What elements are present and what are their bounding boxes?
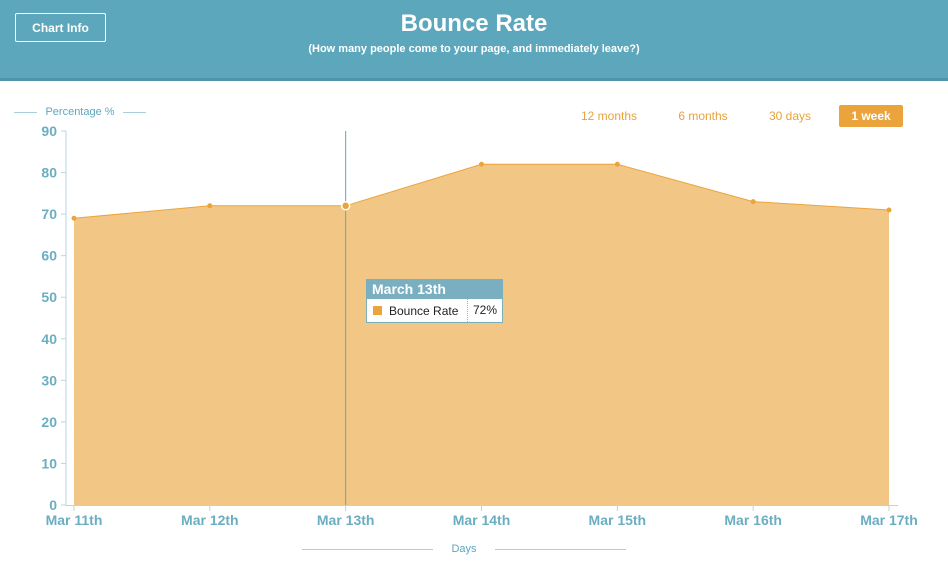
tooltip-value: 72% [466,299,502,322]
x-title-rule-right [494,548,626,550]
range-1-week-button[interactable]: 1 week [839,105,903,127]
data-point [207,203,213,209]
y-tick-label: 50 [41,289,57,305]
chart-header: Chart Info Bounce Rate (How many people … [0,0,948,81]
x-tick-label: Mar 17th [860,512,918,528]
y-tick-label: 90 [41,123,57,139]
data-point [71,215,77,221]
y-tick-label: 10 [41,455,57,471]
x-tick-label: Mar 11th [46,512,103,528]
y-axis-title: Percentage % [14,104,147,120]
x-tick-label: Mar 12th [181,512,239,528]
data-point [886,207,892,213]
y-tick-label: 30 [41,372,57,388]
y-tick-label: 40 [41,331,57,347]
y-title-rule-right [122,111,147,113]
y-tick-label: 0 [49,497,57,513]
range-6-months-button[interactable]: 6 months [678,109,728,123]
tooltip-series-swatch [373,306,382,315]
y-axis-title-text: Percentage % [45,106,115,118]
x-tick-label: Mar 14th [453,512,511,528]
range-30-days-button[interactable]: 30 days [768,109,812,123]
tooltip-row: Bounce Rate 72% [367,299,502,322]
data-point [479,161,484,167]
data-point-highlighted [340,201,351,211]
data-point [750,199,756,205]
y-tick-label: 20 [41,414,57,430]
range-12-months-button[interactable]: 12 months [580,109,638,123]
chart-title: Bounce Rate [400,10,548,37]
chart-subtitle: (How many people come to your page, and … [308,43,640,55]
x-title-rule-left [302,548,434,550]
x-axis-title-text: Days [451,543,477,555]
x-tick-label: Mar 16th [724,512,782,528]
data-point [614,161,620,167]
x-tick-label: Mar 15th [589,512,647,528]
y-title-rule-left [14,111,38,113]
y-tick-label: 60 [41,248,57,264]
tooltip-series-name: Bounce Rate [389,303,459,318]
chart-info-button[interactable]: Chart Info [15,13,106,42]
x-axis-title: Days [302,541,626,557]
x-tick-label: Mar 13th [317,512,375,528]
y-tick-label: 70 [41,206,57,222]
hover-tooltip: March 13th Bounce Rate 72% [366,279,503,323]
tooltip-title: March 13th [367,280,502,299]
y-tick-label: 80 [41,165,57,181]
area-fill [74,164,889,505]
